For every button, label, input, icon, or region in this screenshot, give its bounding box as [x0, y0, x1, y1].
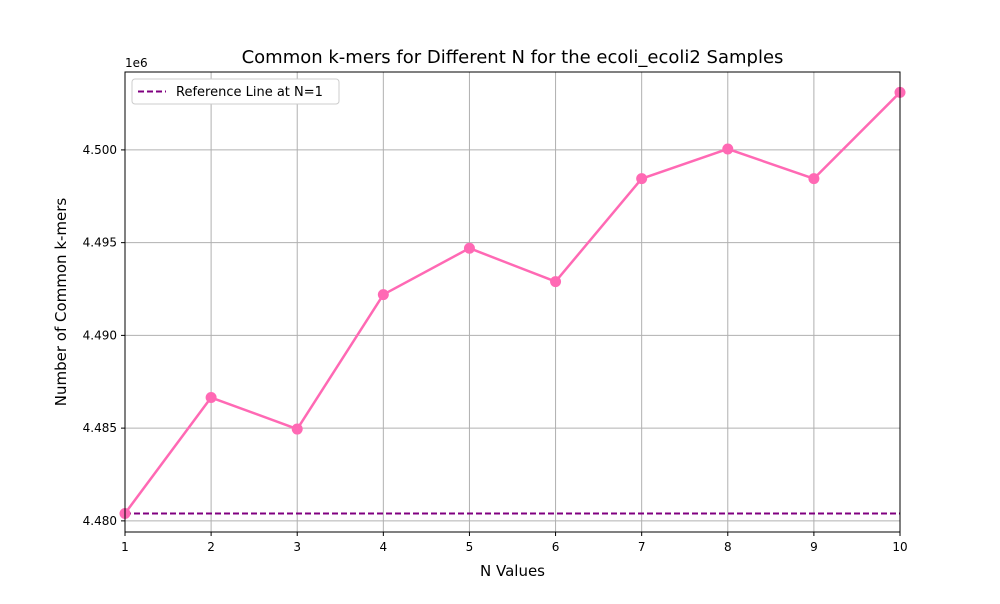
- x-tick-label: 2: [207, 540, 215, 554]
- y-tick-label: 4.500: [83, 143, 117, 157]
- y-tick-label: 4.480: [83, 514, 117, 528]
- x-tick-label: 10: [892, 540, 907, 554]
- y-tick-label: 4.490: [83, 328, 117, 342]
- x-tick-label: 8: [724, 540, 732, 554]
- plot-frame: [124, 71, 901, 533]
- data-point: [205, 392, 217, 404]
- x-tick-label: 3: [293, 540, 301, 554]
- chart-title: Common k-mers for Different N for the ec…: [242, 47, 784, 68]
- plot-area: [125, 72, 900, 532]
- y-tick-label: 4.485: [83, 421, 117, 435]
- data-point: [550, 276, 562, 288]
- series-line: [123, 91, 901, 515]
- x-axis-label: N Values: [480, 562, 545, 580]
- legend-reference-line-label: Reference Line at N=1: [176, 85, 323, 100]
- data-point: [377, 289, 389, 301]
- x-tick-label: 4: [380, 540, 388, 554]
- data-point: [291, 423, 303, 435]
- series-layer: [119, 86, 906, 519]
- data-point: [722, 143, 734, 155]
- legend: Reference Line at N=1: [131, 78, 340, 105]
- x-tick-label: 6: [552, 540, 560, 554]
- x-tick-label: 7: [638, 540, 646, 554]
- data-point: [636, 173, 648, 185]
- x-tick-label: 9: [810, 540, 818, 554]
- data-point: [808, 173, 820, 185]
- data-point: [463, 242, 475, 254]
- x-tick-label: 1: [121, 540, 129, 554]
- x-tick-label: 5: [466, 540, 474, 554]
- axis-ticks: 1 2 3 4 5 6 7 8 9 10 4.480 4.485 4.490 4.495 4.500: [83, 143, 908, 554]
- y-axis-offset-label: 1e6: [125, 56, 148, 70]
- legend-box: [131, 78, 340, 105]
- y-tick-label: 4.495: [83, 236, 117, 250]
- y-axis-label: Number of Common k-mers: [52, 198, 70, 407]
